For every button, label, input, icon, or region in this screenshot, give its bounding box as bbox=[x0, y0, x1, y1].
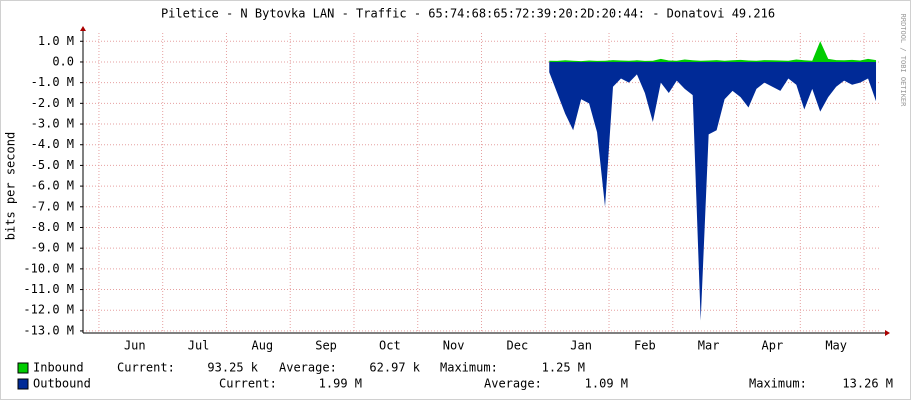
legend-stat-label: Average: bbox=[484, 377, 542, 391]
x-tick-label: Jun bbox=[124, 339, 146, 353]
legend-stat-value: 1.09 M bbox=[585, 377, 628, 391]
x-tick-label: Dec bbox=[507, 339, 529, 353]
legend-stat-label: Maximum: bbox=[749, 377, 807, 391]
y-tick-label: -12.0 M bbox=[23, 303, 74, 317]
y-tick-label: -6.0 M bbox=[31, 179, 74, 193]
chart-title: Piletice - N Bytovka LAN - Traffic - 65:… bbox=[161, 7, 775, 21]
y-tick-label: -13.0 M bbox=[23, 323, 74, 337]
x-tick-label: Aug bbox=[251, 339, 273, 353]
legend-stat-value: 1.25 M bbox=[542, 361, 585, 375]
x-tick-label: Jul bbox=[188, 339, 210, 353]
x-tick-label: Feb bbox=[634, 339, 656, 353]
grid: 1.0 M 0.0 -1.0 M -2.0 M -3.0 M -4.0 M -5.0 M -6… bbox=[23, 33, 880, 337]
y-tick-label: -2.0 M bbox=[31, 96, 74, 110]
y-tick-label: 1.0 M bbox=[38, 34, 74, 48]
legend-stat-label: Current: bbox=[219, 377, 277, 391]
y-tick-label: -3.0 M bbox=[31, 117, 74, 131]
y-tick-label: 0.0 bbox=[52, 54, 74, 68]
y-tick-label: -7.0 M bbox=[31, 199, 74, 213]
x-tick-label: Oct bbox=[379, 339, 401, 353]
y-tick-label: -9.0 M bbox=[31, 241, 74, 255]
x-tick-label: Mar bbox=[698, 339, 720, 353]
x-tick-label: Apr bbox=[762, 339, 784, 353]
legend-stat-label: Current: bbox=[117, 361, 175, 375]
legend-swatch bbox=[17, 362, 29, 374]
legend-stat-label: Average: bbox=[279, 361, 337, 375]
legend-swatch bbox=[17, 378, 29, 390]
legend-stat-value: 1.99 M bbox=[319, 377, 362, 391]
y-tick-label: -1.0 M bbox=[31, 75, 74, 89]
plot-area bbox=[549, 41, 877, 321]
y-axis-label: bits per second bbox=[4, 132, 18, 240]
y-axis-arrow bbox=[80, 26, 86, 31]
legend-name: Inbound bbox=[33, 361, 84, 375]
area-outbound bbox=[549, 61, 877, 321]
axes bbox=[80, 26, 890, 336]
legend: Outbound Current: 1.99 M Average: 1.09 M Maxi… bbox=[17, 361, 893, 391]
y-tick-label: -8.0 M bbox=[31, 220, 74, 234]
legend-stat-value: 13.26 M bbox=[842, 377, 893, 391]
y-tick-label: -5.0 M bbox=[31, 158, 74, 172]
x-tick-label: May bbox=[825, 339, 847, 353]
x-axis-arrow bbox=[885, 330, 890, 336]
watermark: RRDTOOL / TOBI OETIKER bbox=[899, 14, 907, 108]
legend-stat-value: 93.25 k bbox=[207, 361, 258, 375]
y-tick-label: -11.0 M bbox=[23, 282, 74, 296]
legend-stat-label: Maximum: bbox=[440, 361, 498, 375]
y-tick-label: -4.0 M bbox=[31, 137, 74, 151]
y-tick-label: -10.0 M bbox=[23, 261, 74, 275]
x-tick-label: Nov bbox=[443, 339, 465, 353]
legend-name: Outbound bbox=[33, 377, 91, 391]
x-tick-label: Jan bbox=[570, 339, 592, 353]
legend-stat-value: 62.97 k bbox=[369, 361, 420, 375]
x-tick-label: Sep bbox=[315, 339, 337, 353]
